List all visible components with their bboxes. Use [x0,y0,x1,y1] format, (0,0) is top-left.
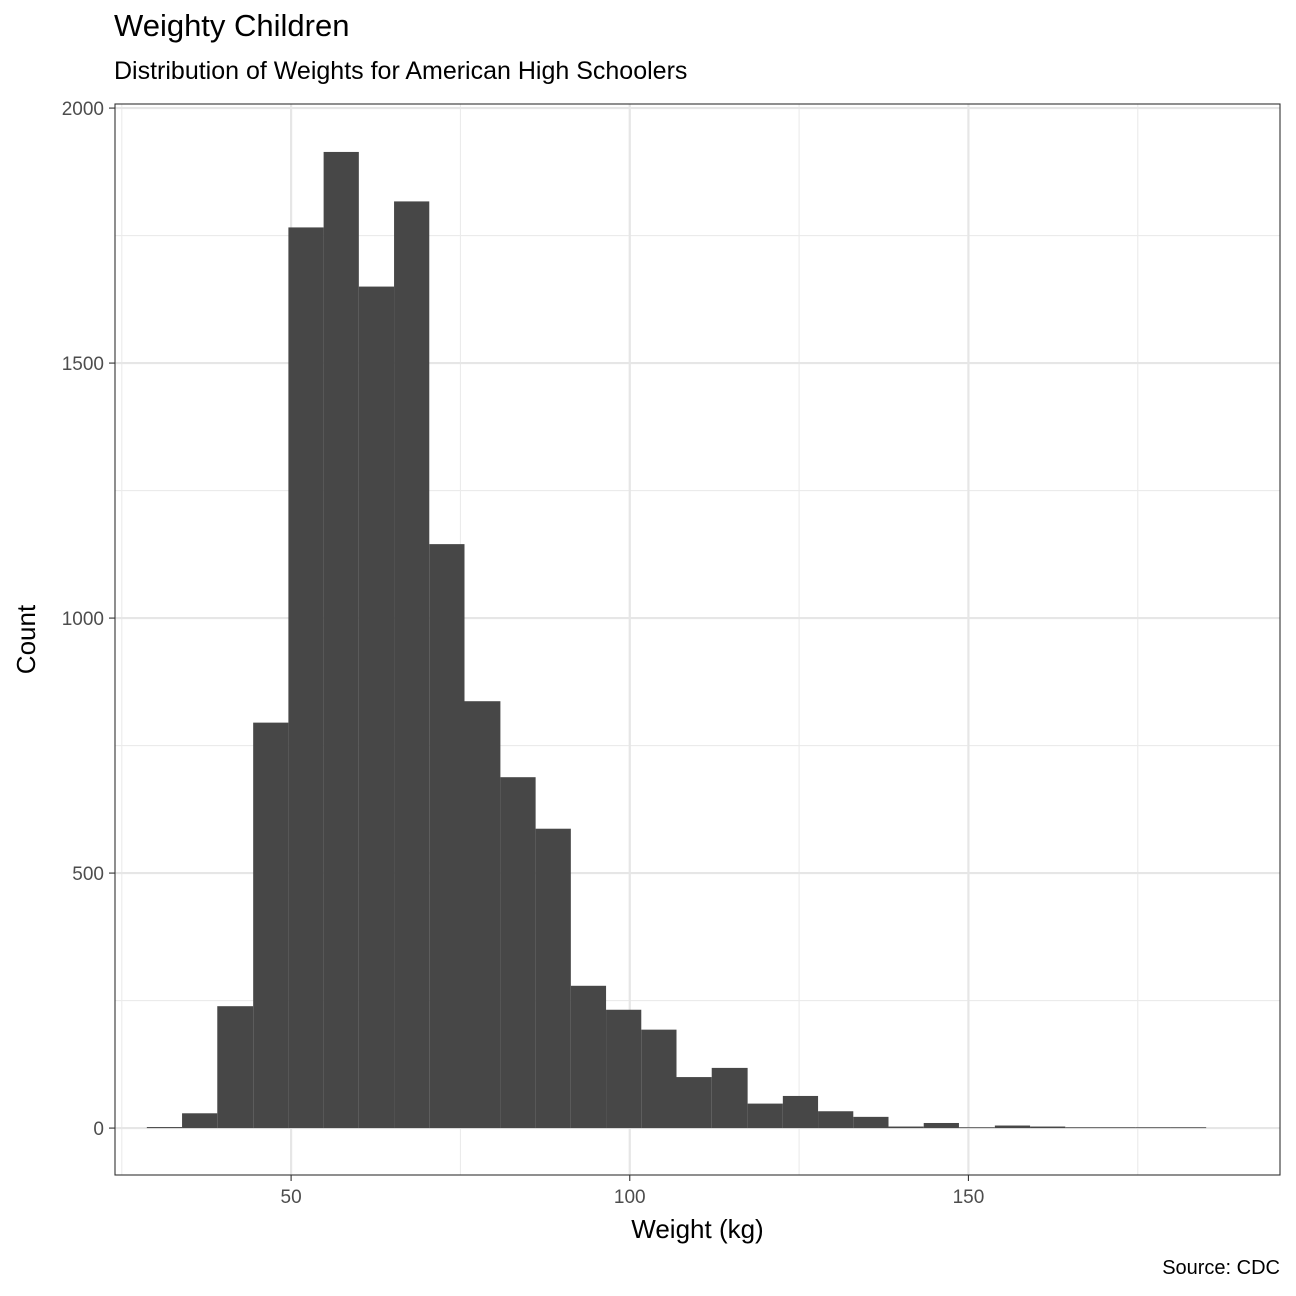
histogram-bar [253,722,289,1129]
histogram-bar [818,1111,854,1129]
y-axis-title: Count [11,604,41,674]
histogram-bar [888,1126,924,1129]
y-tick-label: 2000 [62,99,104,120]
histogram-bar [358,286,395,1129]
histogram-bar [1135,1127,1171,1129]
chart-title: Weighty Children [114,8,350,43]
histogram-bars [146,151,1207,1129]
y-tick-label: 500 [72,864,104,885]
histogram-bar [217,1006,254,1129]
histogram-bar [1100,1127,1136,1129]
histogram-bar [146,1127,183,1129]
histogram-bar [958,1127,995,1129]
histogram-bar [1170,1127,1207,1129]
histogram-bar [570,985,607,1129]
chart-caption: Source: CDC [1162,1257,1280,1279]
y-tick-label: 1500 [62,354,104,375]
x-tick-label: 100 [614,1187,646,1208]
histogram-bar [853,1116,889,1129]
histogram-bar [1065,1127,1101,1129]
histogram-bar [923,1122,959,1129]
x-tick-label: 150 [953,1187,985,1208]
histogram-bar [288,227,324,1129]
histogram-bar [500,777,536,1129]
histogram-bar [429,544,465,1129]
histogram-bar [394,201,430,1129]
y-tick-label: 1000 [62,609,104,630]
histogram-bar [323,151,359,1129]
chart-subtitle: Distribution of Weights for American Hig… [114,57,688,85]
histogram-bar [676,1077,712,1129]
x-axis-title: Weight (kg) [631,1214,763,1244]
plot-panel-border [114,103,1281,1176]
histogram-bar [711,1067,748,1129]
axis-ticks [109,107,969,1181]
histogram-bar [464,701,501,1129]
histogram-bar [182,1113,218,1129]
x-tick-label: 50 [281,1187,302,1208]
histogram-bar [994,1125,1031,1129]
histogram-bar [641,1029,677,1129]
histogram-bar [782,1095,819,1129]
histogram-bar [1030,1126,1066,1129]
y-tick-label: 0 [93,1119,104,1140]
histogram-bar [606,1009,642,1129]
histogram-bar [535,828,571,1129]
histogram-bar [747,1103,783,1129]
